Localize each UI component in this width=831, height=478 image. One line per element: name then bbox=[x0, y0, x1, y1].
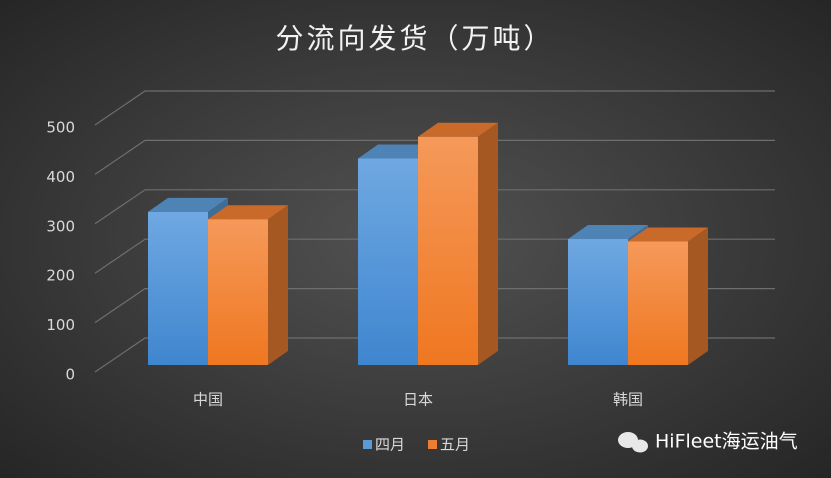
grid-line bbox=[94, 90, 775, 126]
legend-label: 四月 bbox=[375, 436, 405, 454]
x-tick-label: 日本 bbox=[403, 391, 433, 409]
bar-top bbox=[568, 225, 648, 240]
y-tick-label: 300 bbox=[46, 217, 75, 235]
bar bbox=[628, 241, 688, 365]
grid-line bbox=[94, 189, 775, 225]
bar bbox=[418, 136, 478, 365]
bar-top bbox=[628, 227, 708, 242]
bar-top bbox=[418, 122, 498, 137]
y-tick-label: 200 bbox=[46, 267, 75, 285]
bar-top bbox=[208, 205, 288, 220]
legend-swatch bbox=[363, 440, 372, 449]
bar-side bbox=[688, 227, 708, 365]
y-tick-label: 400 bbox=[46, 168, 75, 186]
y-tick-label: 500 bbox=[46, 119, 75, 137]
bar-side bbox=[268, 205, 288, 365]
wechat-icon bbox=[632, 439, 648, 453]
bar bbox=[358, 158, 418, 365]
grid-line bbox=[94, 238, 775, 274]
legend-swatch bbox=[428, 440, 437, 449]
grid-line bbox=[94, 288, 775, 324]
grid-line bbox=[94, 139, 775, 175]
bar bbox=[568, 239, 628, 365]
bar-side bbox=[478, 122, 498, 365]
chart-title: 分流向发货（万吨） bbox=[275, 22, 554, 55]
y-tick-label: 100 bbox=[46, 316, 75, 334]
y-tick-label: 0 bbox=[65, 366, 75, 384]
grid-line bbox=[94, 337, 775, 373]
watermark-text: HiFleet海运油气 bbox=[655, 431, 798, 453]
bar-top bbox=[148, 197, 228, 212]
legend-label: 五月 bbox=[440, 436, 470, 454]
x-tick-label: 中国 bbox=[193, 391, 223, 409]
bar bbox=[208, 219, 268, 365]
bar bbox=[148, 211, 208, 365]
watermark: HiFleet海运油气 bbox=[618, 431, 798, 453]
x-tick-label: 韩国 bbox=[613, 391, 643, 409]
